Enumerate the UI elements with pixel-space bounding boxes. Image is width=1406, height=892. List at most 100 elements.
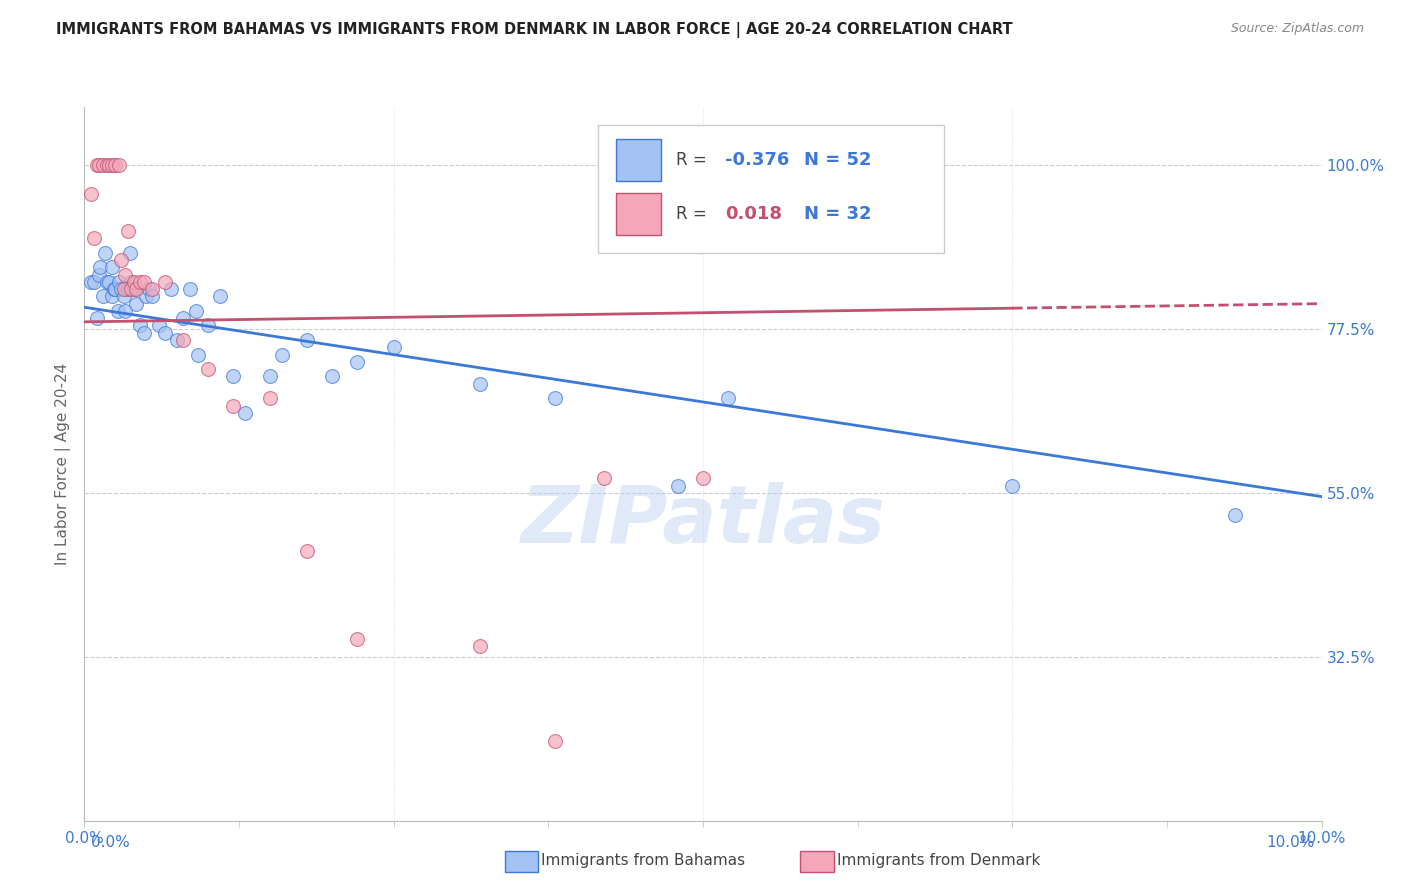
Text: 0.0%: 0.0%	[91, 836, 131, 850]
Point	[98, 158, 121, 172]
Point	[108, 158, 131, 172]
Point	[96, 275, 118, 289]
Point	[166, 333, 188, 347]
Point	[717, 158, 740, 172]
Point	[141, 282, 163, 296]
Text: R =: R =	[676, 151, 707, 169]
Point	[89, 268, 111, 282]
Point	[543, 733, 565, 747]
Point	[117, 224, 139, 238]
Point	[470, 639, 492, 653]
Point	[222, 369, 245, 384]
Point	[114, 268, 136, 282]
Point	[79, 187, 101, 202]
Point	[295, 544, 318, 558]
Point	[120, 275, 142, 289]
Point	[141, 289, 163, 303]
Point	[197, 318, 219, 333]
Point	[209, 289, 232, 303]
Point	[222, 399, 245, 413]
Text: ZIPatlas: ZIPatlas	[520, 482, 886, 560]
Point	[259, 392, 281, 406]
Point	[129, 318, 152, 333]
Point	[153, 326, 176, 340]
Point	[91, 158, 114, 172]
Point	[717, 392, 740, 406]
Point	[197, 362, 219, 376]
Point	[112, 282, 135, 296]
Point	[132, 275, 155, 289]
Text: 0.018: 0.018	[725, 205, 782, 223]
Point	[122, 282, 145, 296]
Text: N = 32: N = 32	[804, 205, 872, 223]
Point	[83, 275, 105, 289]
Point	[470, 376, 492, 391]
Point	[346, 355, 368, 369]
Point	[187, 348, 209, 362]
Point	[129, 275, 152, 289]
Point	[593, 471, 616, 485]
Point	[83, 231, 105, 245]
Point	[148, 318, 170, 333]
Text: R =: R =	[676, 205, 707, 223]
Point	[100, 158, 122, 172]
Point	[100, 289, 122, 303]
Point	[135, 289, 157, 303]
Point	[233, 406, 256, 420]
Point	[112, 289, 135, 303]
FancyBboxPatch shape	[598, 125, 945, 253]
Point	[120, 282, 142, 296]
Point	[125, 282, 148, 296]
Point	[104, 158, 127, 172]
Point	[184, 304, 207, 318]
Text: -0.376: -0.376	[725, 151, 790, 169]
Text: Immigrants from Bahamas: Immigrants from Bahamas	[541, 854, 745, 868]
Point	[153, 275, 176, 289]
Point	[172, 333, 194, 347]
Point	[104, 282, 127, 296]
Point	[138, 282, 160, 296]
Point	[1223, 508, 1246, 522]
Point	[96, 158, 118, 172]
Point	[132, 326, 155, 340]
Point	[543, 392, 565, 406]
Point	[321, 369, 343, 384]
Y-axis label: In Labor Force | Age 20-24: In Labor Force | Age 20-24	[55, 363, 72, 565]
Point	[103, 282, 125, 296]
Point	[86, 158, 108, 172]
Point	[125, 296, 148, 310]
Point	[117, 282, 139, 296]
Point	[100, 260, 122, 275]
Point	[94, 245, 117, 260]
Point	[382, 340, 405, 354]
Point	[122, 275, 145, 289]
Point	[98, 275, 121, 289]
Point	[179, 282, 201, 296]
Point	[692, 471, 714, 485]
Point	[86, 311, 108, 326]
Point	[114, 304, 136, 318]
FancyBboxPatch shape	[616, 139, 661, 181]
Text: N = 52: N = 52	[804, 151, 872, 169]
Point	[259, 369, 281, 384]
Point	[79, 275, 101, 289]
Text: Immigrants from Denmark: Immigrants from Denmark	[837, 854, 1040, 868]
Point	[91, 289, 114, 303]
Point	[89, 260, 111, 275]
Point	[295, 333, 318, 347]
Point	[108, 275, 131, 289]
Point	[120, 245, 142, 260]
Text: 10.0%: 10.0%	[1267, 836, 1315, 850]
Point	[110, 282, 132, 296]
Point	[110, 252, 132, 267]
Point	[89, 158, 111, 172]
Point	[666, 478, 689, 492]
Point	[172, 311, 194, 326]
FancyBboxPatch shape	[616, 194, 661, 235]
Text: IMMIGRANTS FROM BAHAMAS VS IMMIGRANTS FROM DENMARK IN LABOR FORCE | AGE 20-24 CO: IMMIGRANTS FROM BAHAMAS VS IMMIGRANTS FR…	[56, 22, 1012, 38]
Point	[160, 282, 183, 296]
Point	[1001, 478, 1024, 492]
Point	[346, 632, 368, 646]
Point	[107, 304, 129, 318]
Text: Source: ZipAtlas.com: Source: ZipAtlas.com	[1230, 22, 1364, 36]
